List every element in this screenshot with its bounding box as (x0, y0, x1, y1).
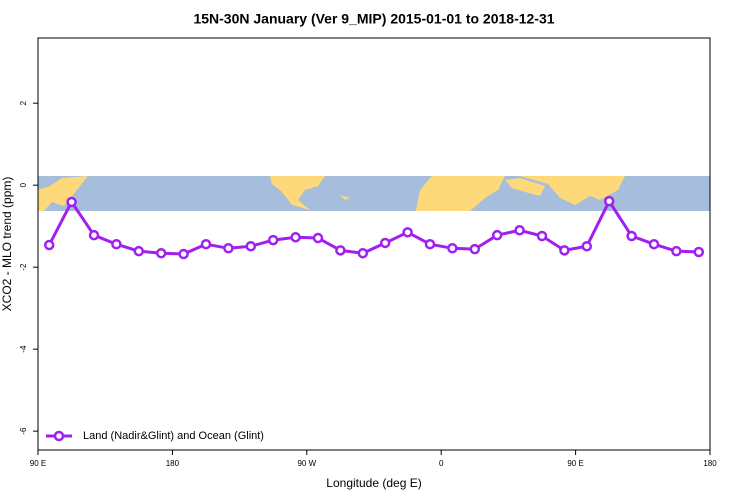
data-point (223, 243, 234, 254)
data-point (671, 245, 682, 257)
data-point (379, 237, 391, 249)
data-point (133, 245, 145, 257)
y-axis-label: XCO2 - MLO trend (ppm) (0, 177, 14, 312)
data-point (267, 234, 279, 246)
data-point (111, 238, 122, 250)
data-point (491, 229, 503, 241)
data-point (648, 238, 660, 250)
y-tick-label: 2 (19, 100, 28, 105)
data-point (402, 227, 413, 238)
land (340, 195, 350, 200)
data-point (88, 229, 100, 241)
data-point (155, 247, 167, 259)
y-tick-label: -2 (19, 263, 28, 271)
x-tick-label: 90 E (567, 459, 583, 468)
data-point (536, 230, 548, 242)
x-tick-label: 90 E (30, 459, 46, 468)
data-point (66, 196, 77, 208)
chart-title: 15N-30N January (Ver 9_MIP) 2015-01-01 t… (193, 11, 554, 27)
data-point (312, 232, 324, 244)
data-point (603, 195, 615, 207)
data-point (245, 241, 257, 252)
data-point (559, 245, 570, 256)
land (270, 176, 325, 210)
x-tick-label: 180 (703, 459, 717, 468)
land (416, 176, 505, 211)
data-point (335, 245, 346, 256)
x-axis-label: Longitude (deg E) (326, 476, 421, 490)
land (505, 178, 545, 196)
x-tick-label: 180 (166, 459, 180, 468)
data-point (447, 243, 458, 254)
data-point (424, 238, 436, 250)
x-tick-label: 90 W (297, 459, 316, 468)
data-point (693, 246, 705, 258)
data-point (469, 243, 481, 255)
data-point (290, 231, 301, 243)
data-point (581, 241, 593, 252)
data-point (514, 225, 525, 236)
plot-frame (37, 37, 711, 451)
legend-marker (53, 430, 65, 442)
x-tick-label: 0 (439, 459, 444, 468)
map-strip (38, 176, 710, 211)
y-tick-label: -4 (19, 345, 28, 353)
legend-label: Land (Nadir&Glint) and Ocean (Glint) (83, 430, 264, 442)
data-point (626, 230, 637, 242)
data-point (357, 247, 369, 259)
data-point (178, 248, 189, 260)
y-tick-label: -6 (19, 427, 28, 435)
data-point (200, 238, 212, 250)
land (520, 176, 625, 205)
data-point (43, 239, 55, 251)
y-tick-label: 0 (19, 182, 28, 187)
land (38, 176, 88, 211)
